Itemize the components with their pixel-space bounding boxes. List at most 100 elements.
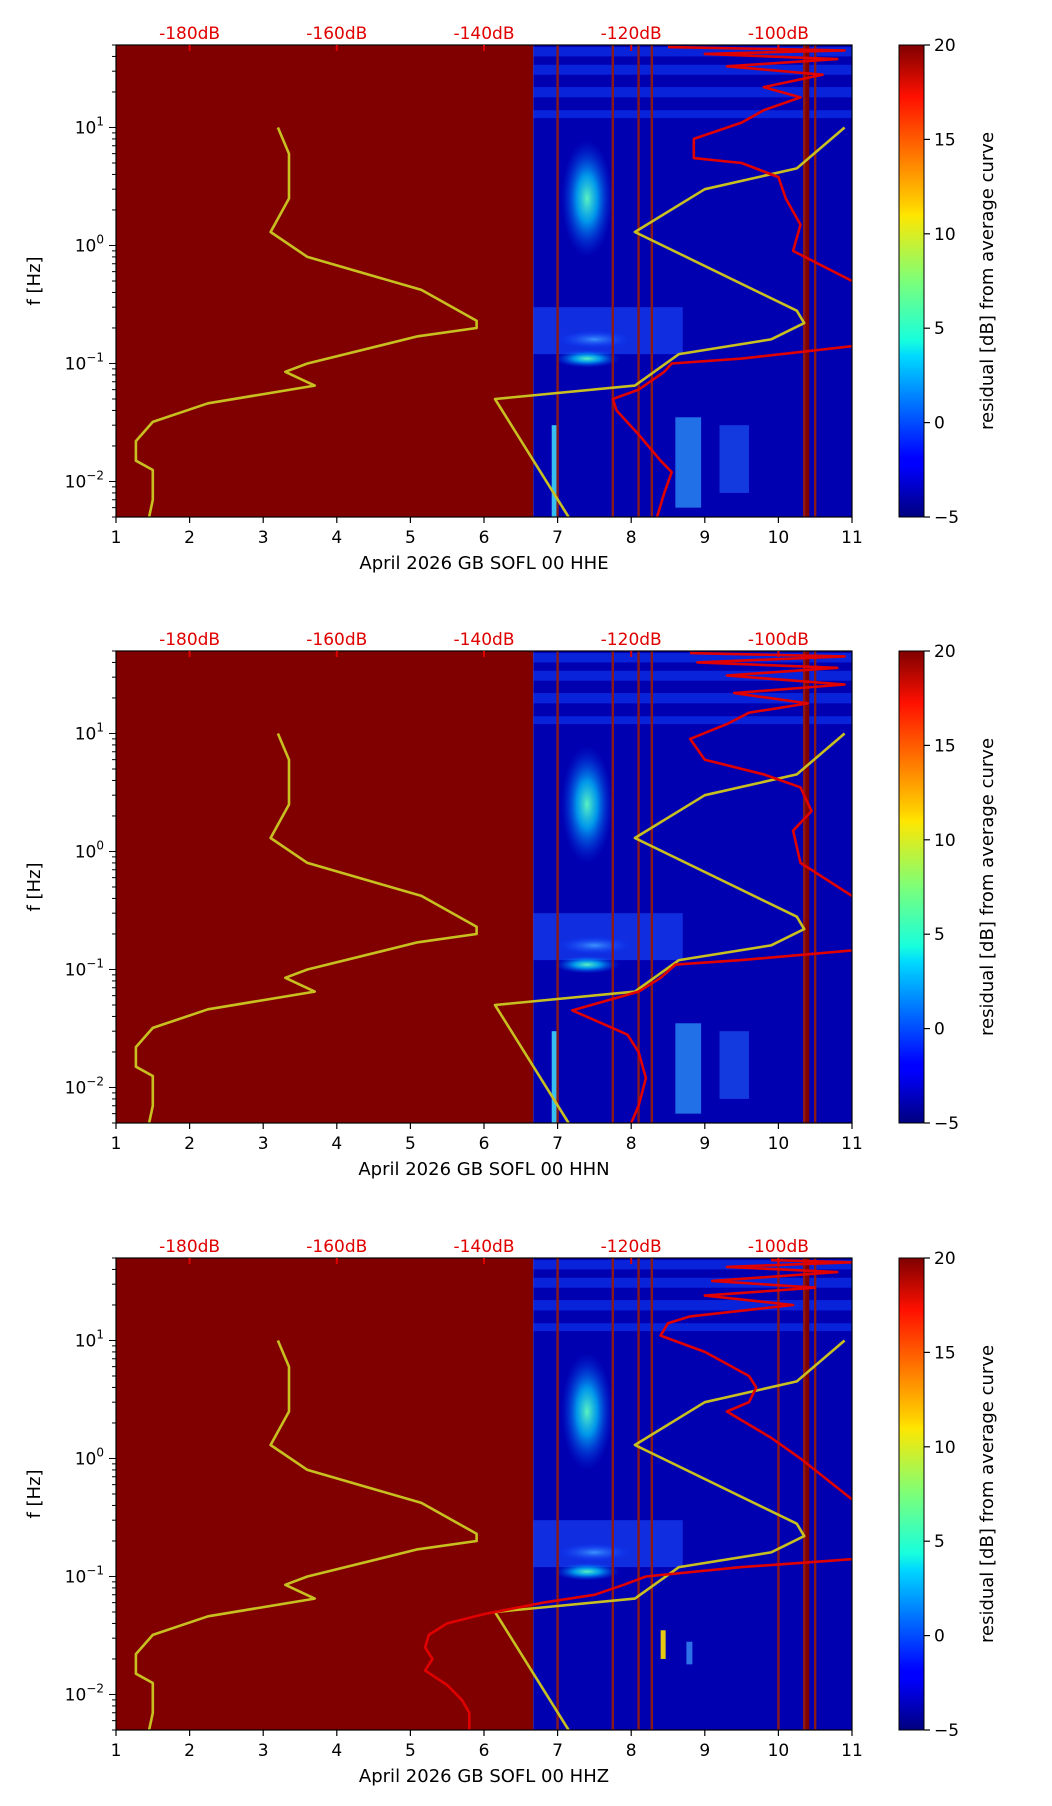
y-tick-label: 100: [75, 838, 104, 862]
colorbar: [898, 44, 925, 518]
colorbar-tick-label: 10: [934, 225, 956, 245]
db-tick-label: -180dB: [159, 630, 220, 650]
x-axis-label: April 2026 GB SOFL 00 HHE: [359, 553, 608, 574]
x-tick-label: 11: [841, 1134, 863, 1154]
colorbar-tick-label: −5: [934, 1114, 959, 1134]
db-tick-label: -180dB: [159, 1237, 220, 1257]
db-tick-label: -140dB: [453, 1237, 514, 1257]
series-line-3: [659, 1258, 852, 1501]
x-tick-label: 11: [841, 1741, 863, 1761]
colorbar-tick-label: 0: [934, 1627, 945, 1647]
y-tick-label: 10−1: [65, 1563, 104, 1587]
no-data-region: [116, 45, 534, 517]
y-tick-label: 101: [75, 114, 104, 138]
energy-streak: [675, 1023, 702, 1114]
colorbar-tick-label: 5: [934, 1532, 945, 1552]
db-tick-label: -160dB: [306, 24, 367, 44]
x-axis-label: April 2026 GB SOFL 00 HHZ: [359, 1766, 609, 1787]
colorbar-tick-label: 0: [934, 414, 945, 434]
energy-blob: [561, 1352, 613, 1471]
db-tick-label: -140dB: [453, 24, 514, 44]
plot-area: [116, 1258, 852, 1730]
energy-blob: [553, 1542, 635, 1563]
x-tick-label: 10: [768, 1134, 790, 1154]
noise-band: [533, 110, 852, 119]
y-axis-label: f [Hz]: [24, 256, 45, 305]
energy-streak: [660, 1630, 666, 1659]
noise-band: [533, 1300, 852, 1311]
y-tick-label: 10−2: [65, 1074, 104, 1098]
x-tick-label: 2: [184, 528, 195, 548]
x-tick-label: 4: [331, 528, 342, 548]
energy-blob: [553, 955, 621, 974]
energy-streak: [675, 417, 702, 508]
db-tick-label: -120dB: [601, 24, 662, 44]
series-line-2: [423, 1557, 852, 1730]
energy-blob: [553, 329, 635, 350]
noise-band: [533, 64, 852, 75]
x-tick-label: 10: [768, 528, 790, 548]
noise-band: [533, 47, 852, 57]
x-tick-label: 7: [552, 1741, 563, 1761]
noise-band: [533, 693, 852, 704]
x-tick-label: 4: [331, 1741, 342, 1761]
series-line-1: [493, 732, 846, 1123]
colorbar-tick-label: 10: [934, 831, 956, 851]
colorbar-tick-label: 5: [934, 925, 945, 945]
energy-streak: [719, 425, 749, 493]
y-tick-label: 100: [75, 1445, 104, 1469]
colorbar-tick-label: −5: [934, 508, 959, 528]
x-tick-label: 7: [552, 1134, 563, 1154]
y-tick-label: 100: [75, 232, 104, 256]
no-data-region: [116, 651, 534, 1123]
x-tick-label: 6: [479, 528, 490, 548]
noise-band: [533, 653, 852, 663]
noise-band: [533, 1277, 852, 1288]
x-tick-label: 11: [841, 528, 863, 548]
noise-band: [533, 87, 852, 98]
series-line-1: [493, 1339, 846, 1730]
x-tick-label: 5: [405, 1134, 416, 1154]
x-tick-label: 9: [699, 1741, 710, 1761]
plot-area: [116, 45, 852, 517]
db-tick-label: -120dB: [601, 630, 662, 650]
x-tick-label: 5: [405, 1741, 416, 1761]
x-tick-label: 5: [405, 528, 416, 548]
colorbar-tick-label: −5: [934, 1721, 959, 1741]
x-tick-label: 1: [111, 528, 122, 548]
x-tick-label: 2: [184, 1134, 195, 1154]
y-tick-label: 10−1: [65, 350, 104, 374]
x-tick-label: 9: [699, 528, 710, 548]
noise-band: [533, 1260, 852, 1270]
colorbar-label: residual [dB] from average curve: [977, 132, 998, 430]
y-tick-label: 101: [75, 720, 104, 744]
chart-panel-0: 1 2 3 4 5 6 7 8 9 10 11 April 2026 GB SOFL 00 HHE 10…: [24, 24, 998, 574]
x-tick-label: 8: [626, 1741, 637, 1761]
series-line-3: [688, 651, 852, 897]
colorbar-tick-label: 10: [934, 1438, 956, 1458]
x-tick-label: 1: [111, 1741, 122, 1761]
colorbar-tick-label: 20: [934, 36, 956, 56]
colorbar-tick-label: 5: [934, 319, 945, 339]
energy-blob: [553, 935, 635, 956]
x-tick-label: 10: [768, 1741, 790, 1761]
x-tick-label: 3: [258, 1741, 269, 1761]
x-tick-label: 3: [258, 528, 269, 548]
colorbar-tick-label: 0: [934, 1020, 945, 1040]
colorbar-tick-label: 20: [934, 642, 956, 662]
energy-blob: [553, 1562, 621, 1581]
x-tick-label: 4: [331, 1134, 342, 1154]
series-line-2: [611, 344, 852, 517]
high-noise-bar: [804, 1258, 810, 1730]
spectrogram-background: [533, 1258, 852, 1730]
y-axis-label: f [Hz]: [24, 862, 45, 911]
x-tick-label: 9: [699, 1134, 710, 1154]
x-tick-label: 6: [479, 1134, 490, 1154]
db-tick-label: -120dB: [601, 1237, 662, 1257]
chart-panel-2: 1 2 3 4 5 6 7 8 9 10 11 April 2026 GB SOFL 00 HHZ 10…: [24, 1237, 998, 1787]
chart-panel-1: 1 2 3 4 5 6 7 8 9 10 11 April 2026 GB SOFL 00 HHN 10…: [24, 630, 998, 1180]
colorbar-label: residual [dB] from average curve: [977, 738, 998, 1036]
x-tick-label: 2: [184, 1741, 195, 1761]
energy-streak: [719, 1031, 749, 1099]
db-tick-label: -140dB: [453, 630, 514, 650]
